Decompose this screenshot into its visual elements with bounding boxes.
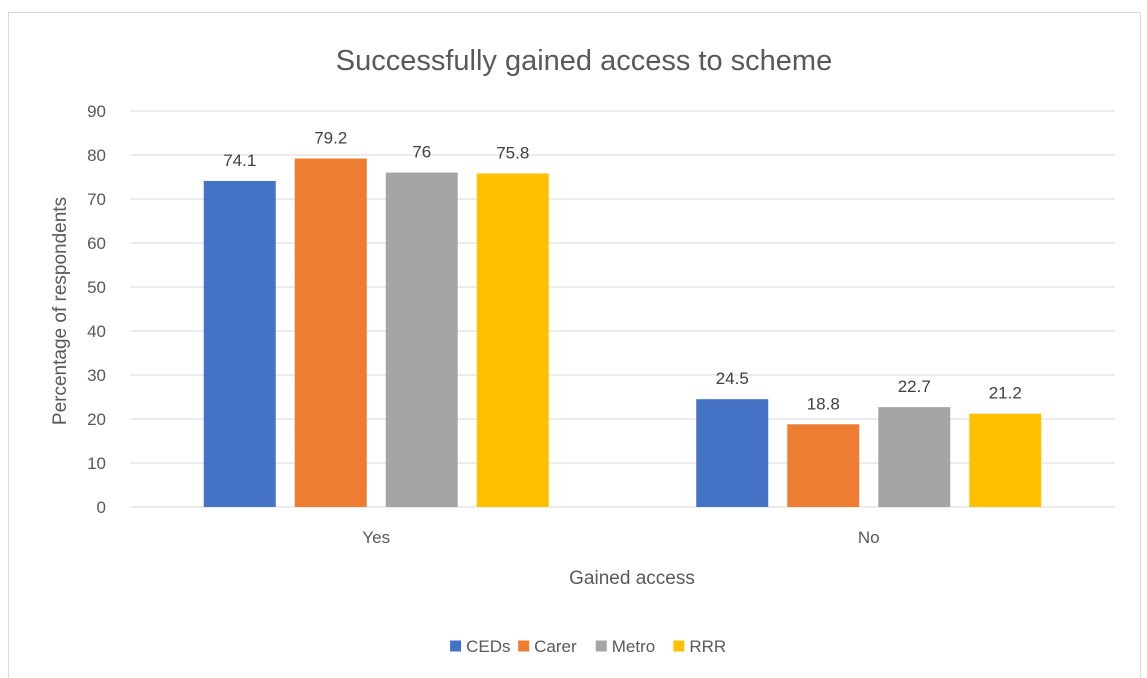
x-tick-label: Yes — [362, 528, 390, 547]
legend-label: RRR — [689, 637, 726, 656]
legend: CEDs Carer Metro RRR — [450, 637, 726, 656]
legend-label: Metro — [612, 637, 655, 656]
legend-swatch — [673, 640, 685, 652]
bar — [696, 399, 769, 507]
y-tick-label: 20 — [87, 410, 106, 429]
legend-swatch — [518, 640, 530, 652]
y-tick-label: 60 — [87, 234, 106, 253]
data-label: 21.2 — [989, 384, 1022, 403]
y-tick-label: 40 — [87, 322, 106, 341]
bar — [787, 424, 860, 507]
bar — [385, 172, 458, 507]
legend-swatch — [450, 640, 462, 652]
x-axis-ticks: Yes No — [362, 528, 879, 547]
y-tick-label: 0 — [97, 498, 106, 517]
bar — [969, 413, 1042, 507]
legend-label: Carer — [534, 637, 577, 656]
y-tick-label: 10 — [87, 454, 106, 473]
x-tick-label: No — [858, 528, 880, 547]
legend-swatch — [595, 640, 607, 652]
y-axis-title: Percentage of respondents — [50, 197, 71, 425]
bar — [203, 180, 276, 507]
data-label: 22.7 — [898, 377, 931, 396]
y-tick-label: 90 — [87, 102, 106, 121]
bars-group — [203, 158, 1042, 508]
chart-frame — [8, 12, 1141, 678]
legend-label: CEDs — [466, 637, 510, 656]
data-label: 18.8 — [807, 394, 840, 413]
data-label: 76 — [412, 143, 431, 162]
bar — [476, 173, 549, 508]
data-label: 75.8 — [496, 143, 529, 162]
bar — [878, 407, 951, 507]
y-axis-ticks: 0 10 20 30 40 50 60 70 80 90 — [87, 102, 106, 517]
x-axis-title: Gained access — [569, 568, 695, 589]
data-label: 79.2 — [314, 129, 347, 148]
gridlines — [130, 110, 1115, 508]
y-tick-label: 50 — [87, 278, 106, 297]
chart-title: Successfully gained access to scheme — [336, 45, 832, 77]
bar — [294, 158, 367, 507]
data-label: 24.5 — [716, 369, 749, 388]
y-tick-label: 70 — [87, 190, 106, 209]
data-label: 74.1 — [223, 151, 256, 170]
y-tick-label: 30 — [87, 366, 106, 385]
data-labels: 74.1 79.2 76 75.8 24.5 18.8 22.7 21.2 — [223, 129, 1022, 414]
y-tick-label: 80 — [87, 146, 106, 165]
